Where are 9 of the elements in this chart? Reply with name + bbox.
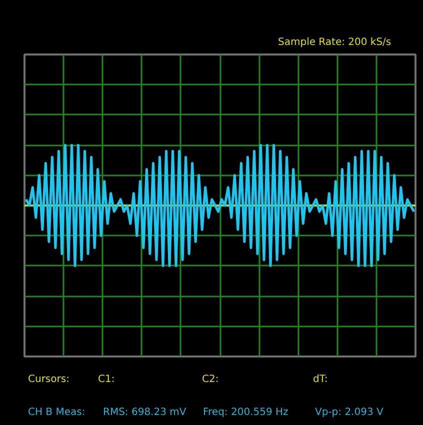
text: CH B Meas: xyxy=(28,406,86,420)
text: C1: xyxy=(98,373,115,387)
text: Cursors: xyxy=(28,373,70,387)
text: Freq: 200.559 Hz xyxy=(203,406,288,420)
text: Vp-p: 2.093 V xyxy=(315,406,384,420)
text: Sample Rate: 200 kS/s xyxy=(278,36,392,50)
text: C2: xyxy=(202,373,219,387)
text: RMS: 698.23 mV xyxy=(103,406,186,420)
text: dT: xyxy=(313,373,328,387)
